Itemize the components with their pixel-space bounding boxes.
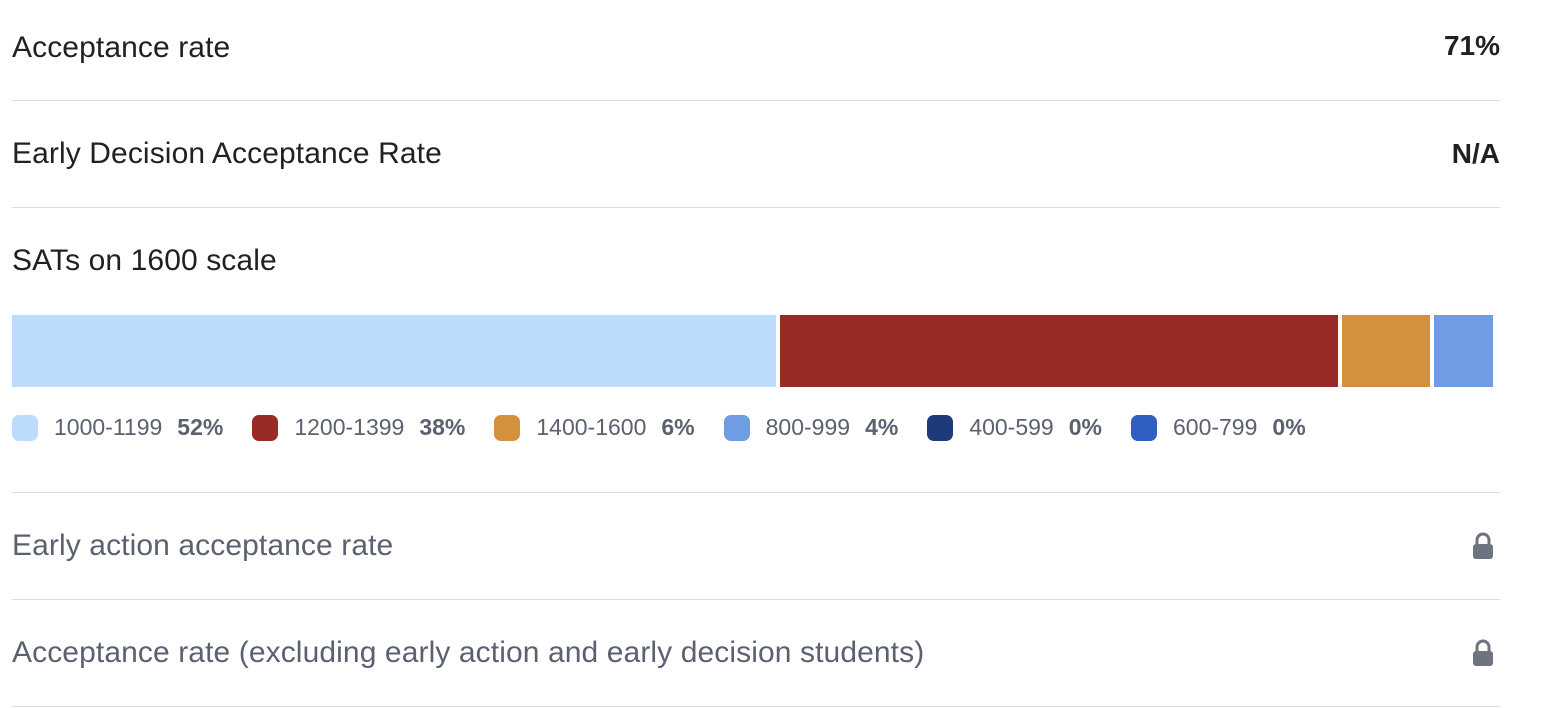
sat-segment-1200-1399[interactable] [779, 315, 1339, 387]
sat-stacked-bar [12, 315, 1493, 387]
lock-icon[interactable] [1472, 639, 1494, 667]
legend-swatch [494, 414, 521, 441]
legend-percent: 0% [1068, 414, 1102, 440]
legend-swatch [927, 414, 954, 441]
legend-percent: 52% [177, 414, 224, 440]
early-decision-row: Early Decision Acceptance Rate N/A [12, 101, 1500, 208]
sat-segment-1400-1600[interactable] [1342, 315, 1431, 387]
early-decision-value: N/A [1451, 138, 1500, 169]
early-decision-label: Early Decision Acceptance Rate [12, 137, 442, 170]
sat-title: SATs on 1600 scale [12, 244, 277, 277]
legend-range: 1200-1399 [294, 414, 405, 440]
legend-percent: 4% [865, 414, 899, 440]
legend-item-1000-1199[interactable]: 1000-1199 52% [12, 414, 223, 441]
legend-range: 600-799 [1172, 414, 1258, 440]
legend-swatch [252, 414, 279, 441]
acceptance-rate-row: Acceptance rate 71% [12, 0, 1500, 101]
admissions-stats: Acceptance rate 71% Early Decision Accep… [12, 0, 1500, 707]
legend-range: 800-999 [765, 414, 851, 440]
regular-acceptance-row: Acceptance rate (excluding early action … [12, 600, 1500, 707]
early-action-row: Early action acceptance rate [12, 493, 1500, 600]
legend-percent: 0% [1272, 414, 1306, 440]
legend-swatch [12, 414, 38, 441]
legend-range: 1000-1199 [54, 414, 163, 440]
sat-legend: 1000-1199 52% 1200-1399 38% 1400-1600 6%… [12, 414, 1335, 441]
legend-item-800-999[interactable]: 800-999 4% [723, 414, 899, 441]
legend-range: 400-599 [969, 414, 1054, 440]
legend-swatch [723, 414, 750, 441]
acceptance-rate-value: 71% [1443, 30, 1500, 61]
lock-icon[interactable] [1472, 532, 1494, 560]
sat-segment-800-999[interactable] [1434, 315, 1493, 387]
legend-swatch [1130, 414, 1157, 441]
sat-segment-1000-1199[interactable] [12, 315, 776, 387]
legend-percent: 38% [419, 414, 466, 440]
early-action-label: Early action acceptance rate [12, 529, 394, 562]
legend-item-400-599[interactable]: 400-599 0% [927, 414, 1102, 441]
legend-range: 1400-1600 [536, 414, 647, 440]
legend-item-1400-1600[interactable]: 1400-1600 6% [494, 414, 695, 441]
sat-distribution-row: SATs on 1600 scale 1000-1199 52% 1200-13… [12, 208, 1500, 493]
legend-percent: 6% [661, 414, 695, 440]
legend-item-600-799[interactable]: 600-799 0% [1130, 414, 1306, 441]
regular-acceptance-label: Acceptance rate (excluding early action … [12, 636, 925, 669]
legend-item-1200-1399[interactable]: 1200-1399 38% [252, 414, 465, 441]
acceptance-rate-label: Acceptance rate [12, 31, 231, 64]
